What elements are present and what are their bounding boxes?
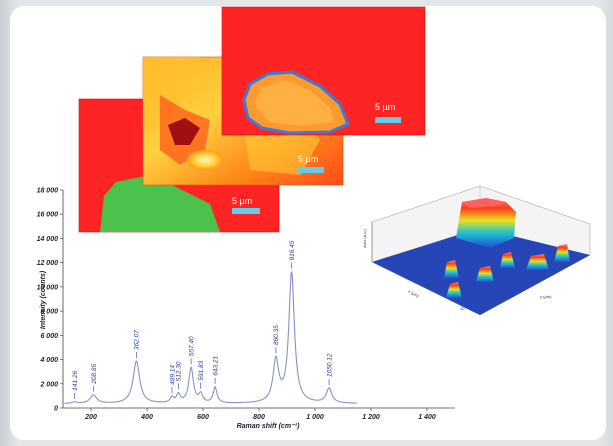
y-tick-label: 4 000 (39, 357, 58, 364)
scale-label-2: 5 µm (298, 154, 318, 164)
peak-label: 362.07 (134, 330, 141, 359)
peak-value: 512.30 (176, 361, 183, 381)
x-axis-label: Raman shift (cm⁻¹) (237, 423, 300, 430)
scale-label-3: 5 µm (375, 102, 395, 112)
raman-spectrum-chart: 0 2 000 4 000 6 000 8 000 10 000 12 000 14 000 1… (37, 188, 455, 430)
x-tick-label: 600 (197, 414, 209, 421)
peak-label: 141.26 (72, 370, 79, 399)
peak-value: 208.85 (91, 364, 98, 385)
x-tick-label: 400 (140, 414, 153, 421)
surface-y-label: y (µm) (540, 294, 552, 299)
x-tick-label: 1 000 (306, 414, 324, 421)
peak-label: 860.35 (273, 325, 280, 354)
peak-label: 591.83 (198, 360, 205, 389)
x-tick-label: 800 (253, 414, 265, 421)
peak-value: 860.35 (273, 325, 280, 345)
y-axis-label: Intensity (counts) (40, 270, 47, 329)
x-tick-label: 1 400 (418, 414, 436, 421)
peak-value: 916.45 (289, 240, 296, 260)
scale-label-1: 5 µm (232, 196, 252, 206)
peak-label: 1050.12 (326, 353, 333, 385)
y-tick-label: 16 000 (37, 212, 59, 219)
y-tick-label: 14 000 (37, 236, 59, 243)
y-tick-label: 0 (54, 406, 58, 413)
peak-value: 362.07 (134, 330, 141, 350)
peak-value: 557.40 (188, 336, 195, 356)
peak-label: 557.40 (188, 336, 195, 365)
peak-value: 1050.12 (326, 353, 333, 377)
y-tick-label: 6 000 (40, 333, 58, 340)
peak-value: 591.83 (198, 360, 205, 380)
scale-bar-1 (232, 208, 260, 214)
x-tick-label: 200 (84, 414, 97, 421)
peak-label: 643.21 (212, 356, 219, 384)
scale-bar-3 (375, 117, 401, 123)
surface-z-label: Area (a.u.) (362, 228, 367, 248)
y-tick-label: 10 000 (37, 284, 59, 291)
surface-tick-label: 10 (460, 306, 465, 311)
y-tick-label: 2 000 (39, 381, 58, 388)
raman-3d-surface: Area (a.u.) x (µm) y (µm) 10 (362, 185, 591, 316)
spectrum-line (64, 271, 357, 404)
peak-label-group: 141.26 208.85 362.07 489.14 512.30 557.40591.… (72, 240, 333, 399)
y-tick-group: 0 2 000 4 000 6 000 8 000 10 000 12 000 14 000 1… (37, 188, 63, 413)
y-tick-label: 18 000 (37, 188, 59, 195)
y-tick-label: 12 000 (37, 260, 59, 267)
peak-label: 208.85 (91, 364, 98, 392)
x-tick-group: 200 400 600 800 1 000 1 200 1 400 (84, 408, 436, 421)
peak-label: 512.30 (176, 361, 183, 390)
y-tick-label: 8 000 (40, 309, 58, 316)
peak-label: 489.14 (169, 365, 176, 393)
peak-value: 643.21 (212, 356, 219, 376)
peak-label: 916.45 (289, 240, 296, 269)
x-tick-label: 1 200 (362, 414, 380, 421)
surface-x-label: x (µm) (408, 289, 421, 299)
peak-value: 489.14 (169, 365, 176, 385)
peak-value: 141.26 (72, 370, 79, 390)
scale-bar-2 (298, 167, 324, 173)
raman-map-3: 5 µm (221, 6, 426, 136)
